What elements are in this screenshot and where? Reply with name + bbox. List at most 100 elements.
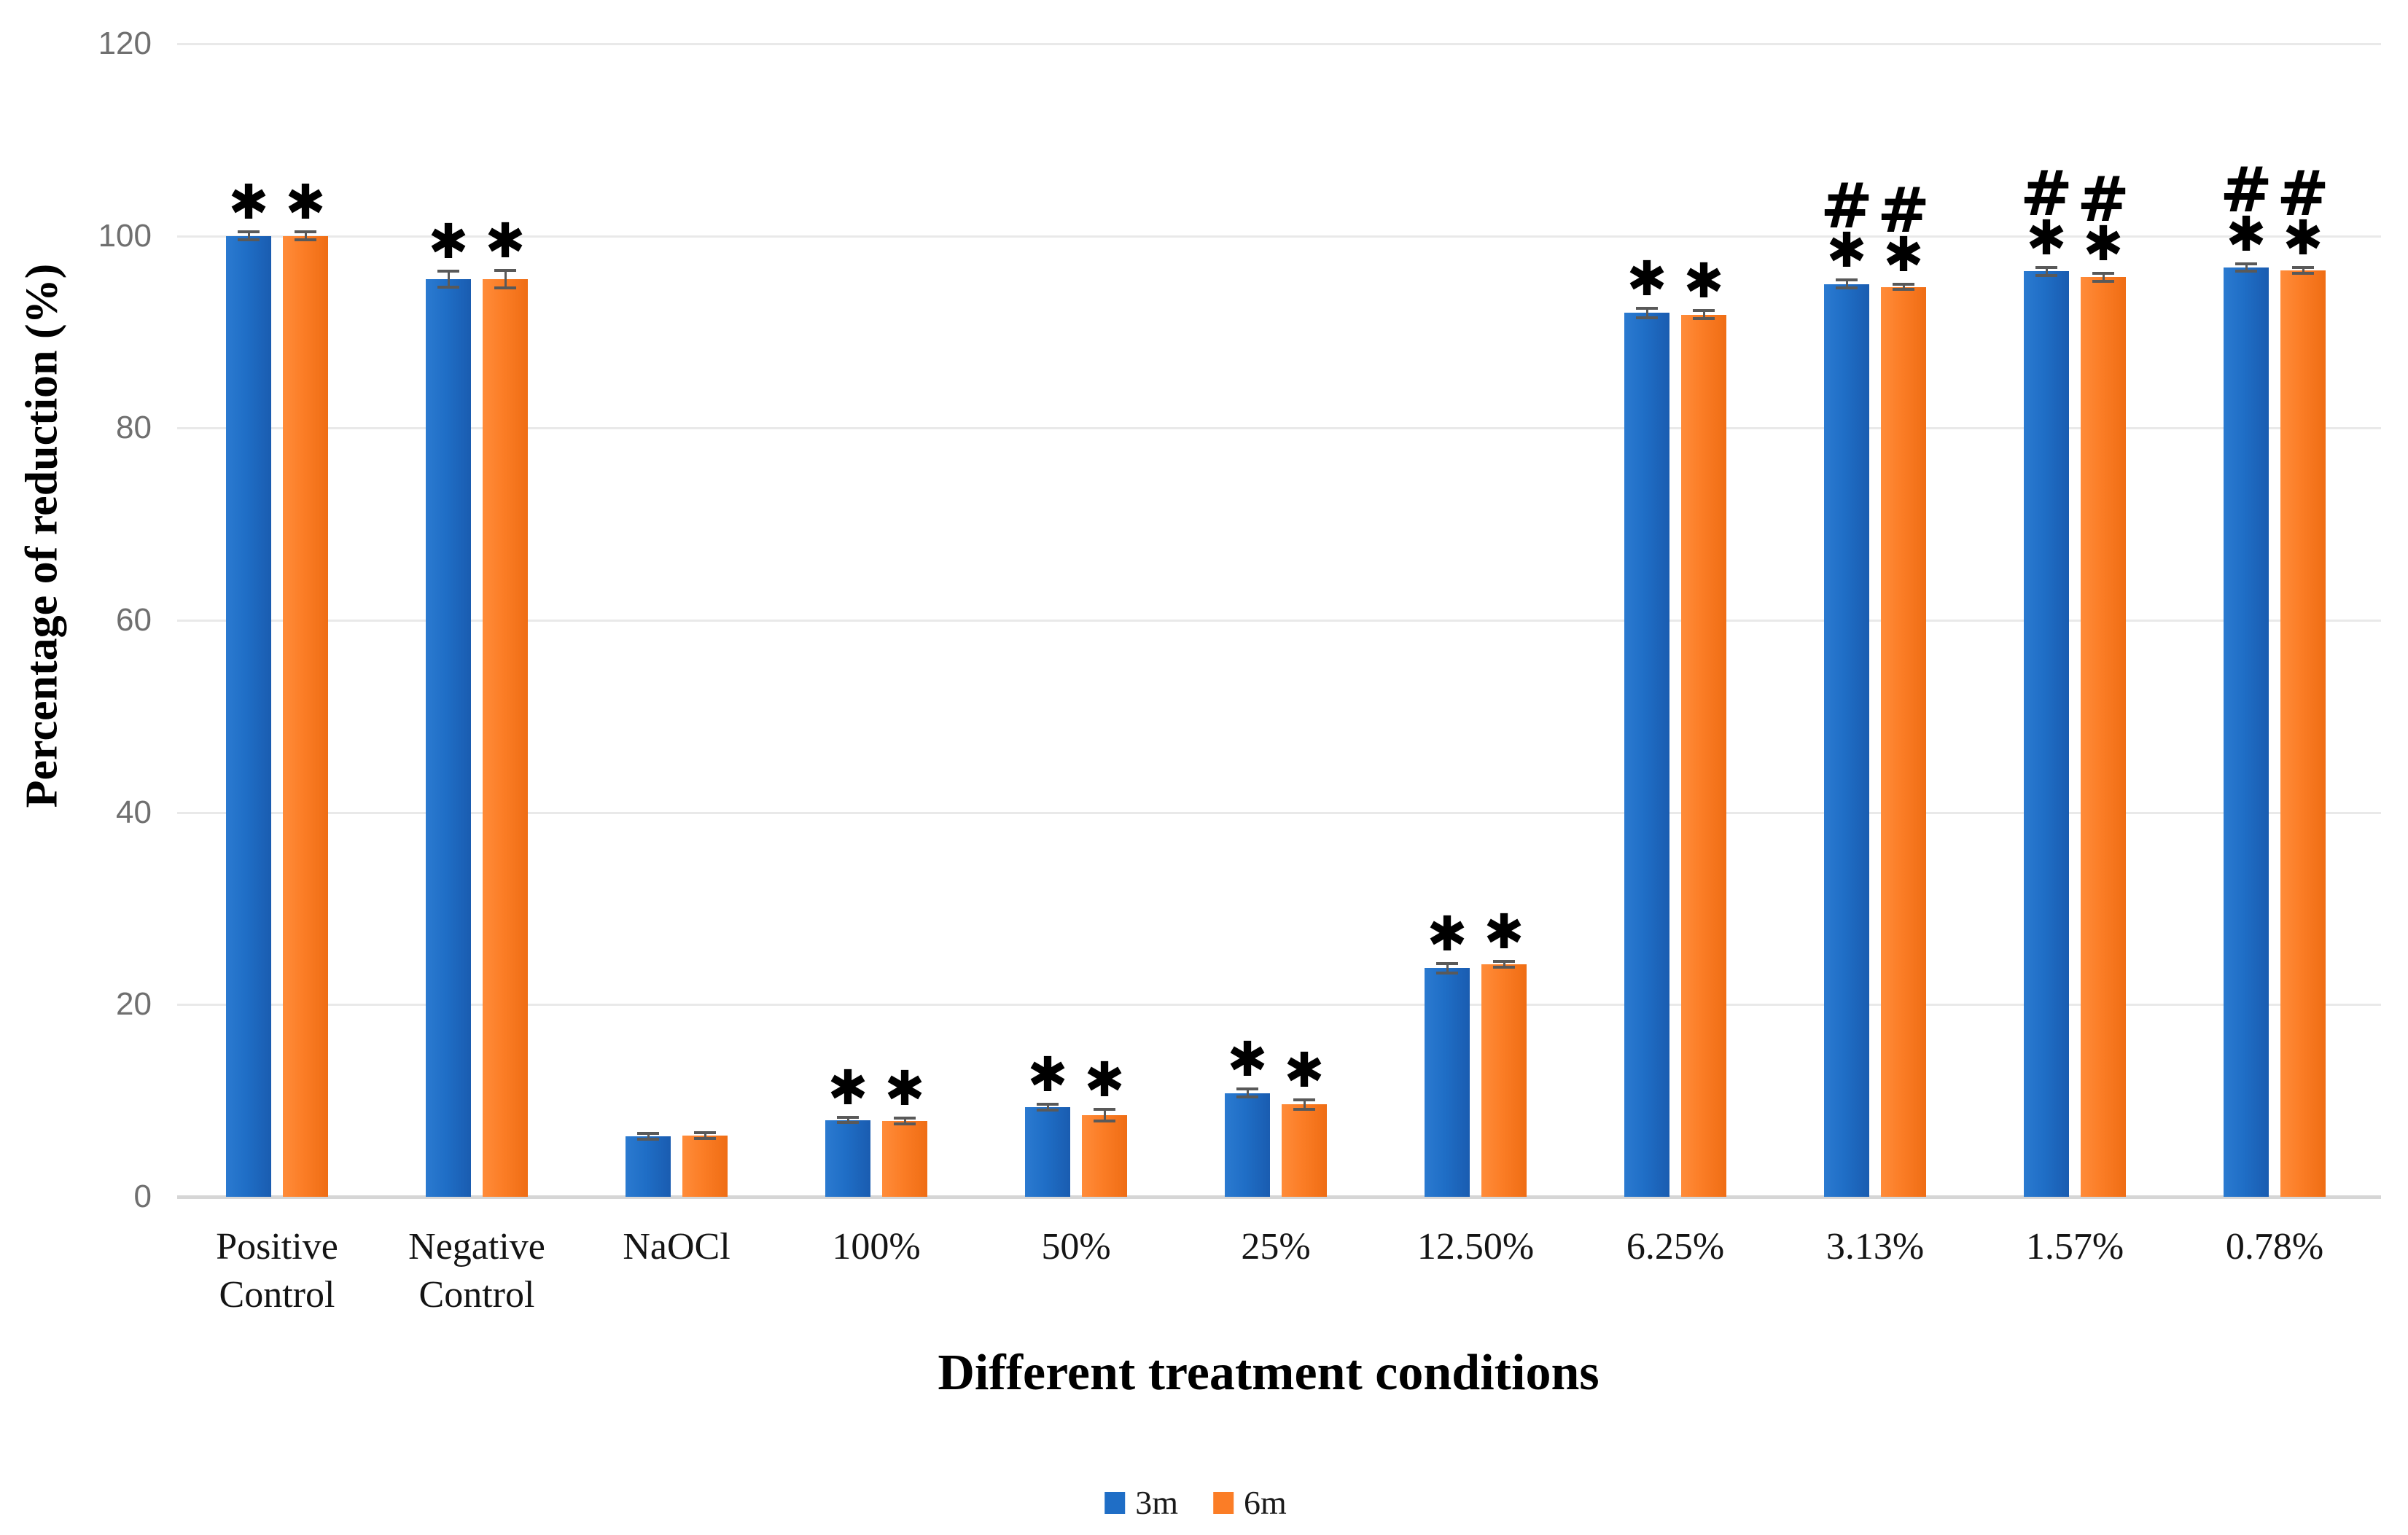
gridline — [177, 427, 2381, 430]
error-bar-cap-top — [894, 1116, 916, 1120]
error-bar — [1246, 1089, 1249, 1097]
star-annotation: ✱ — [428, 214, 469, 270]
error-bar-cap-top — [1094, 1108, 1115, 1112]
error-bar-cap-bottom — [238, 238, 260, 241]
significance-annotation: # ✱ — [1860, 179, 1947, 279]
bar-6m — [483, 278, 528, 1197]
significance-annotation: # ✱ — [2259, 163, 2347, 262]
star-annotation: ✱ — [1484, 904, 1524, 960]
x-category-label: 6.25% — [1626, 1226, 1725, 1268]
x-category-label: NaOCl — [623, 1226, 730, 1268]
star-annotation: ✱ — [2026, 210, 2067, 267]
y-tick-label: 100 — [98, 217, 152, 254]
legend-swatch-3m — [1104, 1492, 1126, 1514]
error-bar-cap-top — [2235, 262, 2257, 265]
error-bar-cap-bottom — [1693, 317, 1715, 321]
error-bar-cap-bottom — [1236, 1095, 1258, 1098]
bar-6m — [2081, 277, 2126, 1197]
error-bar-cap-top — [2092, 272, 2114, 276]
significance-annotation: ✱ — [1204, 1036, 1291, 1084]
legend-swatch-6m — [1213, 1492, 1234, 1514]
error-bar-cap-top — [837, 1115, 859, 1119]
significance-annotation: ✱ — [205, 179, 292, 227]
significance-annotation: ✱ — [1603, 250, 1691, 307]
significance-annotation: ✱ — [1061, 1052, 1148, 1109]
bar-3m — [2224, 267, 2269, 1197]
x-axis-title: Different treatment conditions — [938, 1345, 1600, 1401]
bar-3m — [1425, 968, 1470, 1197]
x-category-label: 1.57% — [2025, 1226, 2124, 1268]
y-tick-label: 120 — [98, 26, 152, 61]
error-bar-cap-bottom — [1893, 288, 1914, 292]
significance-annotation: ✱ — [1460, 904, 1548, 960]
bar-3m — [1624, 313, 1669, 1197]
y-tick-label: 40 — [116, 794, 152, 830]
bar-6m — [1481, 964, 1527, 1197]
error-bar-cap-bottom — [295, 238, 316, 241]
bar-6m — [1082, 1114, 1127, 1197]
error-bar-cap-bottom — [894, 1122, 916, 1125]
error-bar-cap-top — [1293, 1098, 1315, 1101]
bar-3m — [1824, 284, 1869, 1197]
gridline — [177, 1004, 2381, 1007]
error-bar-cap-top — [1037, 1103, 1059, 1106]
x-category-label: 0.78% — [2225, 1226, 2324, 1268]
significance-annotation: ✱ — [861, 1064, 948, 1112]
error-bar-cap-top — [694, 1130, 716, 1134]
bar-3m — [626, 1136, 671, 1197]
hash-annotation: # — [1820, 170, 1874, 243]
significance-annotation: ✱ — [1004, 1051, 1091, 1099]
significance-annotation: ✱ — [1403, 905, 1491, 962]
error-bar-cap-top — [295, 230, 316, 234]
star-annotation: ✱ — [1284, 1042, 1325, 1098]
bar-6m — [283, 235, 328, 1197]
significance-annotation: ✱ — [1660, 257, 1747, 305]
x-category-label: 100% — [832, 1226, 921, 1268]
gridline — [177, 43, 2381, 45]
bar-6m — [882, 1120, 927, 1197]
star-annotation: ✱ — [1427, 905, 1468, 962]
gridline — [177, 235, 2381, 238]
error-bar — [1103, 1109, 1106, 1121]
significance-annotation: # ✱ — [1803, 170, 1890, 275]
x-category-label: Positive Control — [216, 1226, 338, 1316]
error-bar-cap-top — [1236, 1087, 1258, 1091]
error-bar-cap-bottom — [2235, 270, 2257, 273]
x-axis-line — [177, 1195, 2381, 1199]
significance-annotation: ✱ — [804, 1063, 892, 1112]
y-tick-label: 20 — [116, 986, 152, 1023]
error-bar-cap-bottom — [1094, 1119, 1115, 1122]
star-annotation: ✱ — [285, 174, 326, 231]
error-bar — [2302, 267, 2304, 274]
x-category-label: 50% — [1041, 1226, 1111, 1268]
error-bar — [1645, 308, 1648, 318]
x-category-label: 12.50% — [1417, 1226, 1535, 1268]
bar-3m — [426, 278, 471, 1197]
error-bar-cap-top — [437, 270, 459, 273]
error-bar — [1702, 310, 1705, 319]
bar-3m — [1025, 1107, 1070, 1197]
error-bar — [2102, 273, 2105, 281]
x-category-label: 25% — [1241, 1226, 1311, 1268]
significance-annotation: # ✱ — [2060, 163, 2147, 268]
error-bar-cap-bottom — [1436, 971, 1458, 974]
error-bar-cap-top — [238, 230, 260, 234]
hash-annotation: # — [2076, 163, 2130, 237]
error-bar — [903, 1117, 906, 1124]
error-bar-cap-top — [494, 269, 516, 273]
hash-annotation: # — [2219, 153, 2273, 227]
bar-6m — [1282, 1104, 1327, 1197]
error-bar — [1845, 280, 1848, 288]
legend: 3m 6m — [1104, 1486, 1287, 1520]
y-axis-title: Percentage of reduction (%) — [17, 263, 67, 808]
error-bar — [2045, 267, 2048, 276]
error-bar — [1046, 1104, 1049, 1111]
error-bar-cap-bottom — [437, 285, 459, 289]
error-bar-cap-top — [1893, 282, 1914, 286]
error-bar-cap-bottom — [1293, 1108, 1315, 1112]
significance-annotation: ✱ — [262, 174, 349, 231]
significance-annotation: # ✱ — [2003, 163, 2090, 267]
error-bar-cap-bottom — [2035, 273, 2057, 277]
star-annotation: ✱ — [1626, 250, 1667, 307]
star-annotation: ✱ — [1084, 1052, 1125, 1109]
